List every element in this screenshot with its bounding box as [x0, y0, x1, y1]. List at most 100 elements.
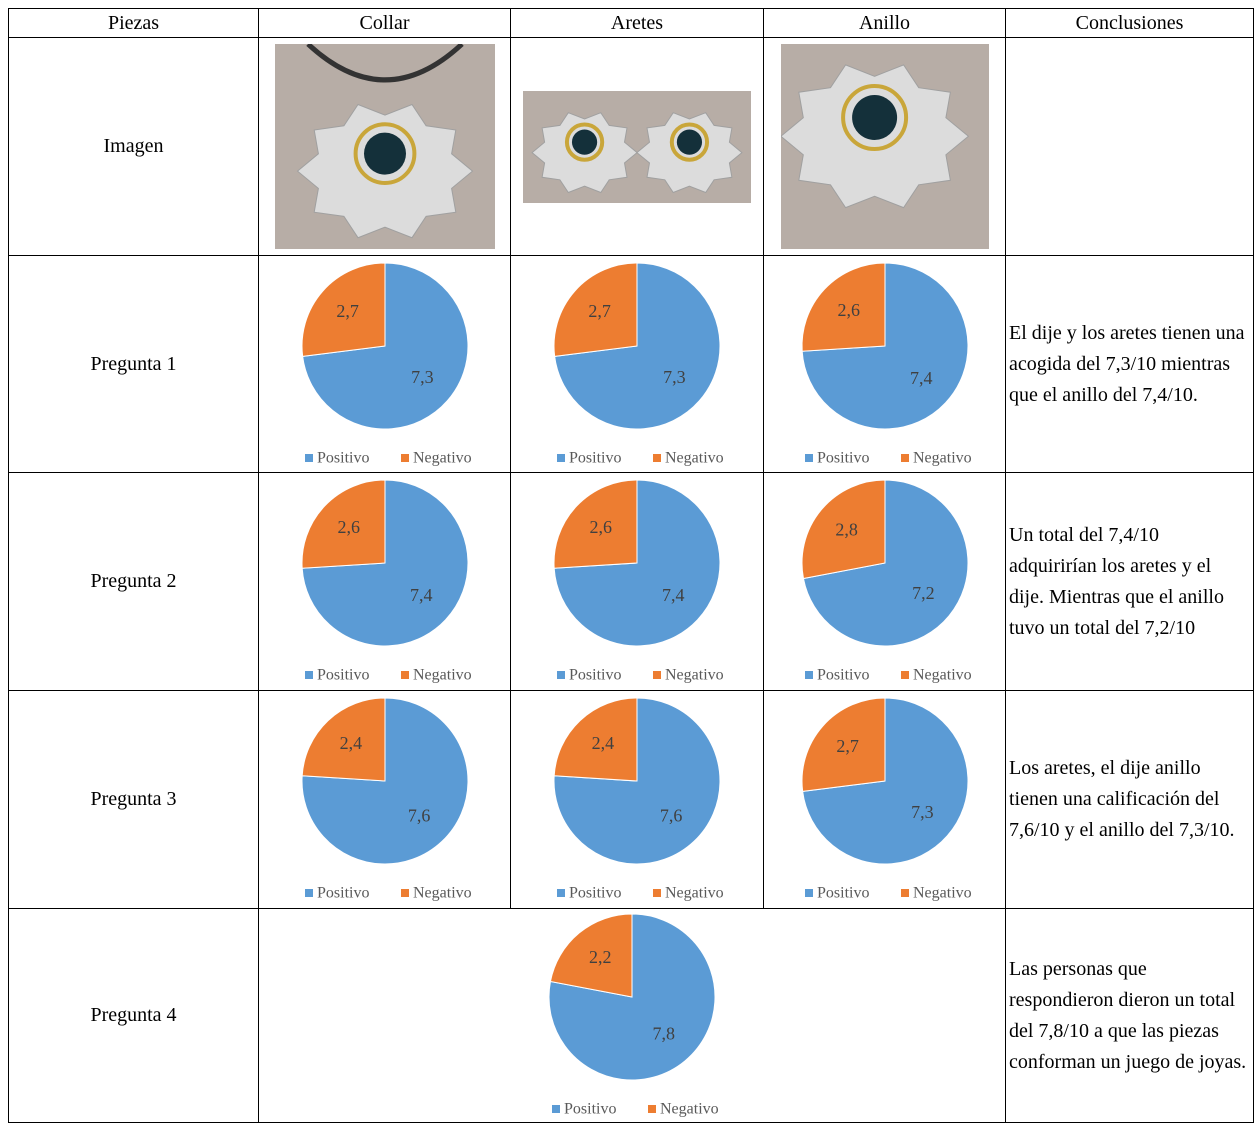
- data-label: 7,4: [910, 368, 933, 388]
- legend-swatch: [557, 671, 565, 679]
- pie-chart: 7,2 2,8 Positivo Negativo: [801, 479, 971, 684]
- legend-label: Positivo: [817, 885, 869, 902]
- data-label: 7,2: [912, 583, 935, 603]
- row-label: Pregunta 4: [8, 908, 259, 1123]
- legend-label: Positivo: [569, 885, 621, 902]
- legend-label: Positivo: [564, 1101, 616, 1118]
- chart-cell: 7,3 2,7 Positivo Negativo: [258, 255, 511, 473]
- chart-cell: 7,4 2,6 Positivo Negativo: [258, 472, 511, 691]
- header-cell: Conclusiones: [1005, 8, 1254, 38]
- header-row: Piezas Collar Aretes Anillo Conclusiones: [8, 8, 1254, 38]
- pie-slice: [553, 697, 721, 865]
- legend-label: Negativo: [665, 667, 724, 684]
- data-label: 2,4: [339, 733, 362, 753]
- legend-swatch: [557, 453, 565, 462]
- pie-slice: [801, 479, 885, 580]
- legend-label: Positivo: [317, 449, 369, 466]
- legend-swatch: [900, 889, 909, 897]
- pie-slice: [548, 913, 716, 1081]
- row-label: Imagen: [8, 37, 259, 256]
- pie-slice: [802, 479, 968, 647]
- legend-swatch: [400, 889, 409, 897]
- photo: [274, 44, 495, 249]
- pie-slice: [553, 697, 638, 782]
- conclusion: El dije y los aretes tienen una acogida …: [1005, 255, 1254, 473]
- header-cell: Aretes: [510, 8, 764, 38]
- chart-cell: 7,8 2,2 Positivo Negativo: [258, 908, 1006, 1123]
- chart-cell: 7,3 2,7 Positivo Negativo: [763, 690, 1006, 909]
- legend-label: Negativo: [660, 1101, 719, 1118]
- photo: [523, 90, 751, 203]
- legend-swatch: [552, 1105, 560, 1113]
- pie-slice: [553, 479, 638, 569]
- legend-label: Negativo: [913, 885, 972, 902]
- photo: [780, 44, 989, 249]
- chart-cell: 7,6 2,4 Positivo Negativo: [258, 690, 511, 909]
- legend-swatch: [557, 889, 565, 897]
- conclusion: Los aretes, el dije anillo tienen una ca…: [1005, 690, 1254, 909]
- data-label: 2,6: [337, 517, 360, 537]
- gold-ring: [840, 84, 908, 151]
- data-label: 2,6: [589, 517, 612, 537]
- legend-label: Negativo: [413, 449, 472, 466]
- table-row: Imagen: [8, 37, 1254, 256]
- cord: [305, 44, 464, 83]
- pie-chart: 7,4 2,6 Positivo Negativo: [553, 479, 724, 684]
- table-row: Pregunta 2 7,4 2,6 Positivo Negativo 7,4 2,6 Po…: [8, 472, 1254, 691]
- data-label: 7,3: [911, 802, 934, 822]
- conclusion: Las personas que respondieron dieron un …: [1005, 908, 1254, 1123]
- legend-label: Negativo: [413, 885, 472, 902]
- data-label: 7,8: [652, 1023, 675, 1043]
- pie-chart: 7,6 2,4 Positivo Negativo: [301, 697, 472, 902]
- legend-swatch: [304, 453, 313, 462]
- legend-swatch: [804, 453, 813, 462]
- legend-swatch: [400, 671, 409, 679]
- legend-swatch: [304, 889, 313, 897]
- data-label: 7,4: [410, 585, 433, 605]
- data-label: 7,6: [407, 805, 430, 825]
- legend-label: Positivo: [569, 449, 621, 466]
- chart-cell: 7,3 2,7 Positivo Negativo: [510, 255, 764, 473]
- legend-swatch: [653, 889, 661, 897]
- legend-swatch: [900, 453, 909, 462]
- data-label: 2,7: [336, 301, 359, 321]
- row-label: Pregunta 3: [8, 690, 259, 909]
- legend-swatch: [804, 889, 813, 897]
- stone: [676, 129, 703, 155]
- image-cell: [763, 37, 1006, 256]
- pie-chart: 7,3 2,7 Positivo Negativo: [553, 261, 724, 466]
- pie-slice: [801, 697, 885, 792]
- stone: [571, 129, 598, 155]
- pie-slice: [553, 261, 638, 357]
- table-row: Pregunta 1 7,3 2,7 Positivo Negativo 7,3 2,7 Po…: [8, 255, 1254, 473]
- data-label: 2,7: [588, 301, 611, 321]
- legend-swatch: [653, 453, 661, 462]
- pie-slice: [301, 261, 385, 357]
- data-label: 2,6: [837, 300, 860, 320]
- table-row: Pregunta 3 7,6 2,4 Positivo Negativo 7,6 2,4 Po…: [8, 690, 1254, 909]
- chart-cell: 7,4 2,6 Positivo Negativo: [510, 472, 764, 691]
- legend-label: Positivo: [817, 667, 869, 684]
- pie-slice: [301, 697, 468, 865]
- legend-label: Negativo: [665, 449, 724, 466]
- legend-swatch: [653, 671, 661, 679]
- image-cell: [258, 37, 511, 256]
- pie-slice: [301, 697, 385, 782]
- legend-label: Positivo: [317, 885, 369, 902]
- pie-slice: [301, 479, 385, 569]
- pie-chart: 7,8 2,2 Positivo Negativo: [548, 913, 719, 1118]
- data-label: 2,8: [835, 519, 858, 539]
- data-label: 7,3: [411, 367, 434, 387]
- table-row: Pregunta 4 7,8 2,2 Positivo Negativo Las pers…: [8, 908, 1254, 1123]
- legend-swatch: [304, 671, 313, 679]
- legend-swatch: [804, 671, 813, 679]
- pie-chart: 7,4 2,6 Positivo Negativo: [301, 479, 471, 684]
- pie-chart: 7,6 2,4 Positivo Negativo: [553, 697, 724, 902]
- legend-swatch: [400, 453, 409, 462]
- stone: [851, 95, 897, 140]
- stone: [363, 132, 406, 175]
- gold-ring: [564, 121, 605, 162]
- header-cell: Collar: [258, 8, 511, 38]
- legend-label: Negativo: [665, 885, 724, 902]
